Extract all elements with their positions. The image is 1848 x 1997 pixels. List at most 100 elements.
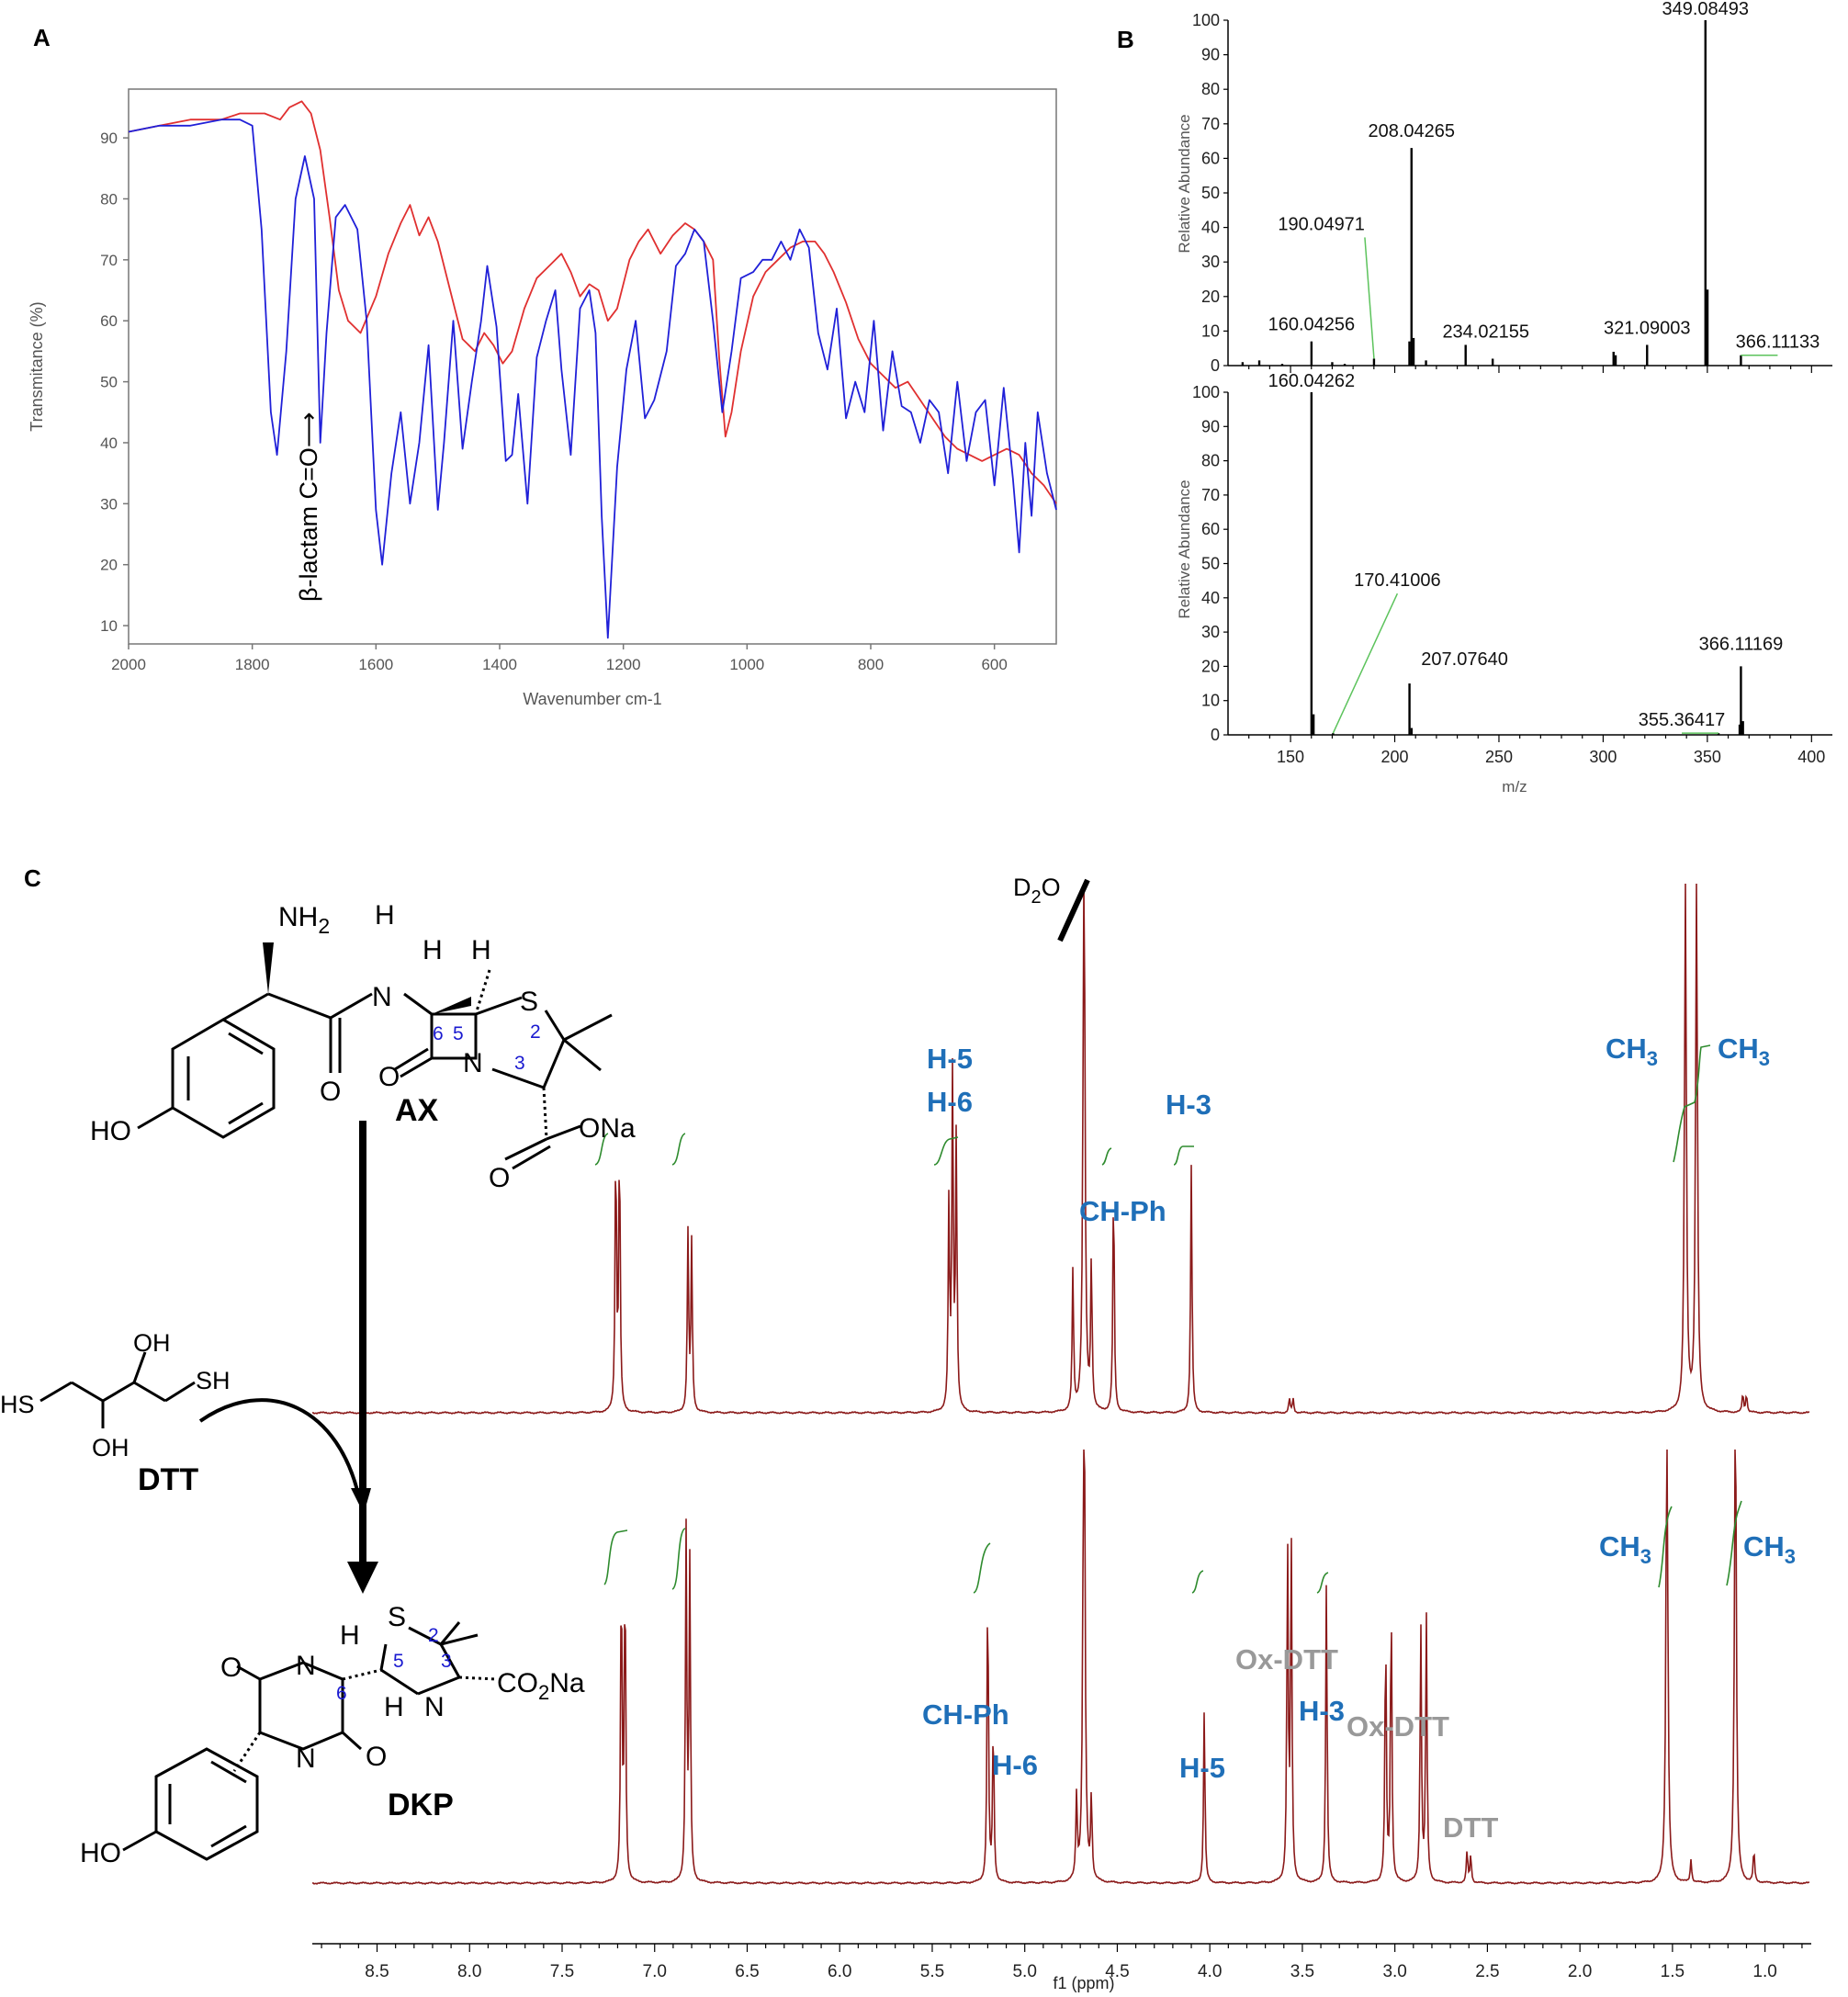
dkp-labels: O N O N H H S N CO2Na HO 6 5 2 3 DKP [80, 1602, 585, 1868]
ms-top-label-leader [1364, 237, 1375, 359]
nmr-top-integrals [594, 1044, 1711, 1166]
ir-plot-frame [128, 88, 1057, 645]
ms-bottom-x-tick-label: 200 [1380, 748, 1408, 766]
ir-series [128, 100, 1057, 639]
beta-lactam-annotation: β-lactam C=O⟶ [295, 412, 322, 602]
ms-top-y-tick-label: 10 [1201, 322, 1220, 340]
ax-ho: HO [90, 1116, 131, 1146]
ax-o-amide: O [320, 1077, 341, 1107]
ms-top-y-tick-label: 90 [1201, 46, 1220, 64]
dtt-structure [39, 1351, 196, 1428]
ms-top-peak-label: 190.04971 [1278, 214, 1365, 234]
nmr-x-tick-label: 6.0 [828, 1962, 851, 1981]
ir-x-tick-label: 1600 [358, 656, 393, 673]
ms-top-y-tick-label: 50 [1201, 184, 1220, 202]
dtt-oh-top: OH [133, 1329, 171, 1357]
label-dkp-h6: H-6 [992, 1749, 1038, 1781]
ms-top-y-tick-label: 80 [1201, 80, 1220, 98]
ms-bottom-y-tick-label: 10 [1201, 692, 1220, 710]
label-dkp-ch3-right: CH3 [1743, 1530, 1796, 1568]
panel-label-c: C [24, 864, 41, 892]
ax-nh2: NH2 [278, 902, 330, 938]
nmr-bottom-integrals [603, 1500, 1742, 1594]
ms-bottom-y-tick-label: 40 [1201, 589, 1220, 607]
label-ax-h3: H-3 [1166, 1089, 1211, 1121]
dkp-h5: H [340, 1620, 360, 1651]
dkp-n-thiazolidine: N [424, 1692, 445, 1722]
nmr-x-tick-label: 4.5 [1105, 1962, 1129, 1981]
ms-top-peak-label: 321.09003 [1604, 318, 1691, 338]
nmr-ax-trace [311, 883, 1810, 1415]
nmr-x-tick-label: 1.0 [1752, 1962, 1776, 1981]
ir-y-tick-label: 60 [100, 312, 118, 330]
ir-x-ticks: 2000 1800 1600 1400 1200 1000 800 600 [111, 644, 1008, 673]
ir-y-tick-label: 20 [100, 557, 118, 574]
ir-x-tick-label: 1000 [729, 656, 764, 673]
dtt-name: DTT [138, 1462, 198, 1497]
ir-x-tick-label: 1200 [606, 656, 641, 673]
nmr-x-tick-label: 5.0 [1012, 1962, 1036, 1981]
ms-top-peak-label: 160.04256 [1268, 315, 1356, 335]
ir-y-tick-label: 90 [100, 130, 118, 147]
ms-top-y-tick-label: 0 [1211, 356, 1220, 375]
ir-y-tick-label: 50 [100, 374, 118, 391]
nmr-x-axis: 8.5 8.0 7.5 7.0 6.5 6.0 5.5 5.0 4.5 4.0 3.5 3.0 2.5 2… [312, 1943, 1811, 1981]
label-ox-dtt-2: Ox-DTT [1347, 1710, 1449, 1743]
ms-top-spectrum: 0 10 20 30 40 50 60 70 80 90 100 349.08493 208.04265… [1192, 0, 1832, 375]
ms-bottom-y-tick-label: 90 [1201, 417, 1220, 435]
ms-top-y-tick-label: 40 [1201, 219, 1220, 237]
ms-bottom-x-tick-label: 150 [1277, 748, 1304, 766]
ms-spectra-chart: 0102030405060708090100349.08493208.04265… [1176, 0, 1832, 795]
nmr-x-tick-label: 3.5 [1290, 1962, 1314, 1981]
ms-bottom-x-tick-label: 250 [1485, 748, 1513, 766]
dkp-s: S [388, 1602, 406, 1632]
nmr-x-axis-label: f1 (ppm) [1053, 1974, 1114, 1992]
dkp-nh-bottom: N [296, 1743, 316, 1774]
ax-num-2: 2 [530, 1021, 541, 1043]
ms-x-axis-label: m/z [1502, 778, 1527, 795]
label-dkp-chph: CH-Ph [922, 1698, 1009, 1731]
nmr-x-tick-label: 8.5 [365, 1962, 389, 1981]
ir-x-tick-label: 2000 [111, 656, 146, 673]
ax-o-carboxyl: O [489, 1163, 510, 1193]
dkp-num-3: 3 [441, 1651, 452, 1672]
dtt-oh-bottom: OH [92, 1434, 130, 1461]
dtt-sh: SH [196, 1367, 231, 1394]
ms-bottom-peak-label: 160.04262 [1268, 371, 1356, 391]
ir-series-red-line [128, 100, 1057, 504]
ax-structure [137, 942, 613, 1170]
nmr-spectra-chart: 8.5 8.0 7.5 7.0 6.5 6.0 5.5 5.0 4.5 4.0 3.5 3.0 2.5 2… [311, 874, 1811, 1992]
dkp-o-top: O [220, 1653, 242, 1683]
ms-bottom-x-tick-label: 300 [1589, 748, 1617, 766]
ms-top-peak-label: 366.11133 [1736, 333, 1820, 353]
nmr-x-tick-label: 2.0 [1568, 1962, 1592, 1981]
ms-top-peak-label: 234.02155 [1442, 322, 1529, 342]
ir-y-ticks: 10 20 30 40 50 60 70 80 90 [100, 130, 129, 635]
ms-bottom-y-tick-label: 80 [1201, 452, 1220, 470]
ms-bottom-y-axis-label: Relative Abundance [1176, 480, 1193, 618]
label-dtt: DTT [1443, 1811, 1498, 1844]
dtt-arrowhead [351, 1488, 371, 1514]
ir-x-tick-label: 1800 [235, 656, 270, 673]
ms-bottom-x-tick-label: 350 [1694, 748, 1721, 766]
ms-bottom-x-tick-label: 400 [1797, 748, 1825, 766]
ms-top-y-tick-label: 30 [1201, 253, 1220, 271]
ax-nh-n: N [372, 982, 392, 1012]
dkp-ho: HO [80, 1838, 121, 1868]
nmr-dkp-spectrum [311, 1449, 1810, 1885]
label-ax-h5: H-5 [927, 1043, 973, 1075]
dtt-hs: HS [0, 1391, 35, 1418]
label-dkp-h5: H-5 [1179, 1752, 1225, 1784]
nmr-x-tick-label: 6.5 [735, 1962, 759, 1981]
label-dkp-h3: H-3 [1299, 1695, 1345, 1727]
dkp-num-5: 5 [393, 1651, 404, 1672]
ir-x-tick-label: 800 [858, 656, 884, 673]
label-ox-dtt-1: Ox-DTT [1235, 1643, 1338, 1675]
ms-bottom-y-tick-label: 30 [1201, 623, 1220, 641]
dkp-structure [122, 1621, 497, 1861]
nmr-x-tick-label: 2.5 [1475, 1962, 1499, 1981]
dtt-labels: HS SH OH OH DTT [0, 1329, 231, 1497]
label-dkp-ch3-left: CH3 [1599, 1530, 1651, 1568]
ax-num-3: 3 [514, 1053, 525, 1074]
